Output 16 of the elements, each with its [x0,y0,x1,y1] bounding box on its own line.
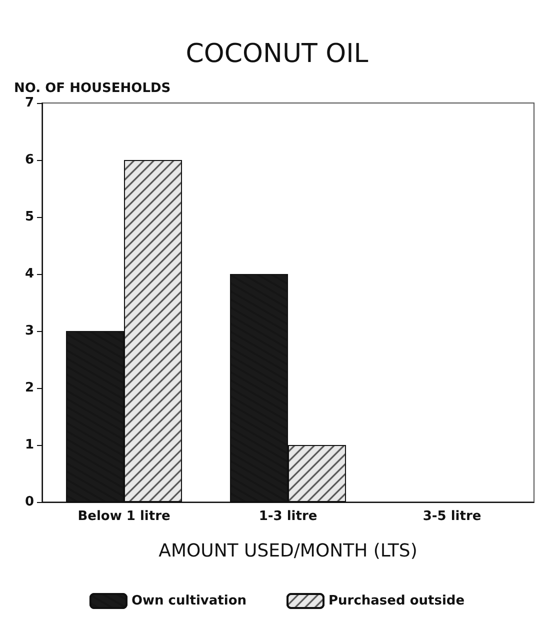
x-tick-label: 3-5 litre [422,509,482,524]
y-tick-label: 1 [24,438,34,452]
y-tick-label: 5 [24,210,34,224]
y-tick-label: 2 [24,380,34,396]
x-tick-label: Below 1 litre [78,509,170,524]
y-tick-label: 7 [24,96,34,110]
x-tick-label: 1-3 litre [258,509,318,524]
y-tick-label: 6 [24,152,34,168]
y-tick-label: 3 [24,324,34,338]
y-tick-label: 0 [24,494,34,510]
x-axis-title: AMOUNT USED/MONTH (LTS) [158,540,418,562]
legend-label: Own cultivation [131,594,247,608]
legend-label: Purchased outside [328,594,465,608]
y-axis-title: NO. OF HOUSEHOLDS [14,81,171,96]
chart-title: COCONUT OIL [186,39,369,69]
y-tick-label: 4 [24,266,34,282]
